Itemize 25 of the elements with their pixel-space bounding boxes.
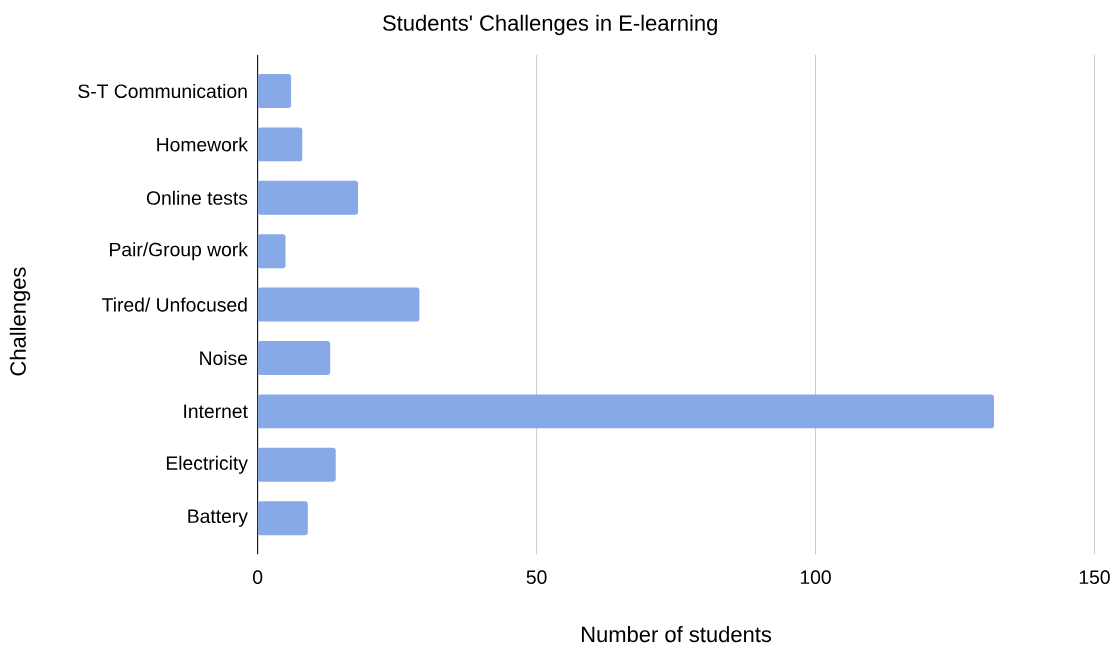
x-tick-label: 100 (800, 570, 831, 585)
x-tick-label: 0 (253, 570, 263, 585)
bar (257, 180, 359, 215)
y-tick-label: Online tests (146, 190, 248, 206)
y-tick-label: Tired/ Unfocused (102, 297, 247, 312)
x-axis-title: Number of students (581, 626, 772, 643)
bar (257, 127, 303, 162)
x-tick-label: 150 (1079, 570, 1110, 585)
y-tick-label: Electricity (166, 455, 248, 474)
bar (257, 341, 331, 376)
y-tick-label: Internet (184, 404, 248, 419)
chart-title: Students' Challenges in E-learning (383, 14, 717, 36)
bar (257, 234, 286, 269)
bar (257, 287, 420, 322)
y-tick-label: Homework (157, 137, 248, 152)
bar (257, 447, 336, 482)
y-tick-label: Battery (188, 509, 248, 528)
bar (257, 501, 308, 536)
bar (257, 394, 995, 429)
x-tick-label: 50 (526, 570, 547, 585)
y-tick-label: S-T Communication (78, 84, 247, 99)
y-tick-label: Pair/Group work (110, 242, 248, 261)
bar (257, 74, 292, 109)
y-tick-label: Noise (200, 351, 248, 366)
y-axis-title: Challenges (9, 267, 31, 376)
